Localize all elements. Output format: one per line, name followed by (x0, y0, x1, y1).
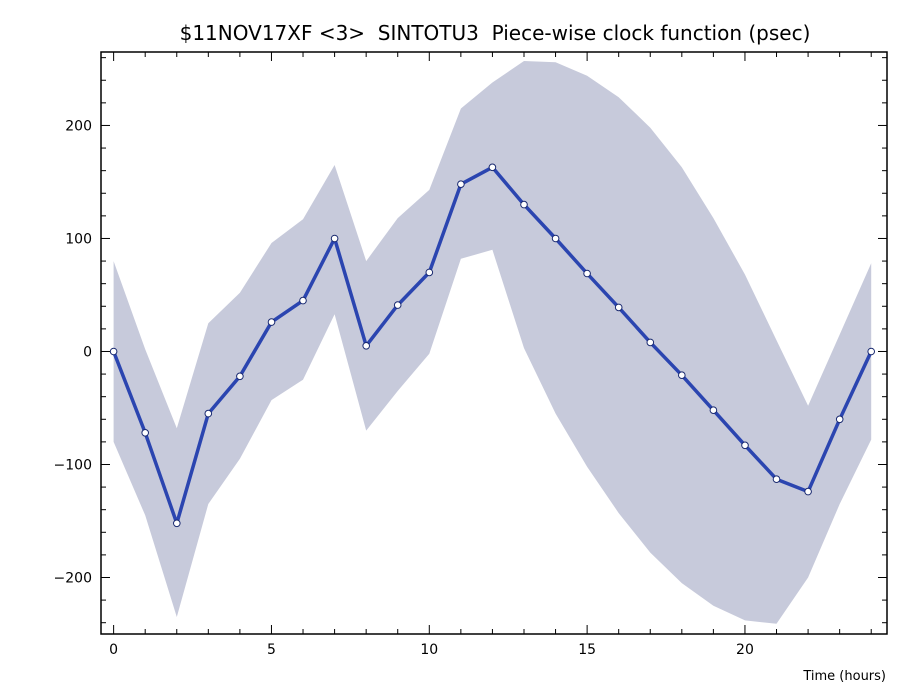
x-tick-label: 15 (578, 642, 596, 658)
x-tick-label: 10 (420, 642, 438, 658)
x-axis-label: Time (hours) (802, 669, 886, 684)
data-point (709, 406, 718, 415)
data-point (551, 234, 560, 243)
y-tick-label: −200 (54, 570, 92, 586)
data-point (678, 371, 686, 380)
y-tick-label: 100 (65, 231, 92, 247)
data-point (299, 296, 307, 305)
data-point (583, 269, 591, 278)
data-point (804, 487, 812, 496)
data-point (425, 268, 434, 277)
data-point (520, 200, 528, 209)
data-point (488, 163, 497, 172)
data-point (267, 318, 276, 326)
data-point (457, 180, 465, 188)
chart-title: $11NOV17XF <3> SINTOTU3 Piece-wise clock… (180, 21, 811, 45)
data-point (614, 303, 623, 312)
data-point (772, 475, 781, 484)
data-point (646, 338, 655, 347)
y-tick-label: 0 (83, 344, 92, 360)
data-point (109, 347, 118, 356)
data-point (393, 301, 402, 309)
data-point (236, 372, 244, 381)
x-tick-label: 0 (109, 642, 118, 658)
data-point (741, 441, 749, 450)
data-point (173, 519, 181, 528)
data-point (330, 234, 339, 243)
uncertainty-band (113, 61, 872, 624)
y-tick-label: 200 (65, 118, 92, 134)
x-tick-label: 20 (736, 642, 754, 658)
y-tick-label: −100 (54, 457, 92, 473)
data-point (141, 429, 149, 437)
data-point (204, 409, 213, 418)
data-point (835, 415, 844, 424)
data-point (867, 347, 876, 356)
plot-frame (100, 51, 888, 635)
data-point (362, 342, 371, 350)
x-tick-label: 5 (267, 642, 276, 658)
